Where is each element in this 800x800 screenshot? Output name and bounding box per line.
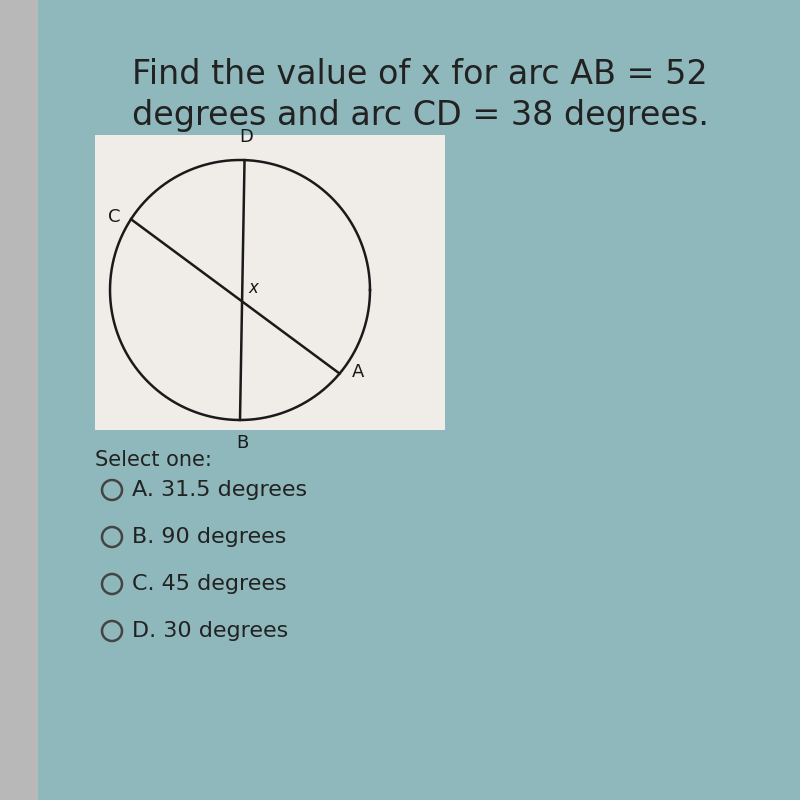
Text: D: D (239, 128, 254, 146)
Text: C. 45 degrees: C. 45 degrees (132, 574, 286, 594)
Bar (95, 135, 445, 430)
Text: A. 31.5 degrees: A. 31.5 degrees (132, 480, 307, 500)
Text: Find the value of x for arc AB = 52: Find the value of x for arc AB = 52 (132, 58, 708, 91)
Text: Select one:: Select one: (95, 450, 212, 470)
Text: B: B (236, 434, 248, 452)
Text: B. 90 degrees: B. 90 degrees (132, 527, 286, 547)
Text: C: C (109, 208, 121, 226)
Text: degrees and arc CD = 38 degrees.: degrees and arc CD = 38 degrees. (131, 98, 709, 131)
Text: x: x (248, 279, 258, 298)
Text: D. 30 degrees: D. 30 degrees (132, 621, 288, 641)
Text: A: A (351, 362, 364, 381)
Bar (0, 0, 38, 800)
